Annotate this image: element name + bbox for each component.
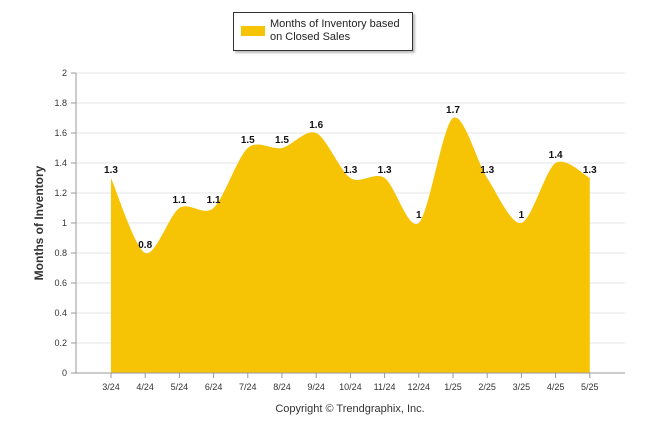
x-tick-label: 4/25: [547, 382, 565, 392]
x-tick-label: 10/24: [339, 382, 362, 392]
y-tick-label: 2: [62, 68, 67, 78]
legend-label-line-2: on Closed Sales: [270, 31, 351, 43]
data-label: 1: [416, 210, 422, 221]
x-tick-label: 6/24: [205, 382, 223, 392]
y-tick-label: 1.4: [54, 158, 67, 168]
y-tick-label: 0.8: [54, 248, 67, 258]
y-axis-ticks: 0 0.2 0.4 0.6 0.8 1 1.2 1.4 1.6 1.8 2: [54, 68, 77, 378]
y-tick-label: 1.6: [54, 128, 67, 138]
x-tick-label: 5/25: [581, 382, 599, 392]
y-tick-label: 0.4: [54, 308, 67, 318]
data-label: 1.4: [549, 150, 563, 161]
data-label: 1.1: [172, 195, 186, 206]
x-tick-label: 12/24: [408, 382, 431, 392]
x-tick-label: 3/25: [513, 382, 531, 392]
y-axis-title: Months of Inventory: [32, 165, 46, 280]
data-label: 1.5: [275, 135, 289, 146]
x-tick-label: 9/24: [307, 382, 325, 392]
area-series: [111, 117, 590, 373]
y-tick-label: 1.2: [54, 188, 67, 198]
data-label: 1.3: [583, 165, 597, 176]
y-tick-label: 0: [62, 368, 67, 378]
data-label: 1.3: [343, 165, 357, 176]
copyright-credit: Copyright © Trendgraphix, Inc.: [275, 403, 425, 415]
x-axis-ticks: 3/24 4/24 5/24 6/24 7/24 8/24 9/24 10/24 11/24 12…: [76, 372, 625, 392]
x-tick-label: 3/24: [102, 382, 120, 392]
data-label: 1.3: [378, 165, 392, 176]
legend: Months of Inventory based on Closed Sale…: [233, 12, 413, 51]
x-tick-label: 11/24: [374, 382, 396, 392]
x-tick-label: 1/25: [444, 382, 462, 392]
x-tick-label: 8/24: [273, 382, 291, 392]
legend-label-line-1: Months of Inventory based: [270, 18, 400, 30]
data-label: 1.5: [241, 135, 255, 146]
y-tick-label: 1.8: [54, 98, 67, 108]
data-labels: 1.3 0.8 1.1 1.1 1.5 1.5 1.6 1.3 1.3 1 1.7 1.3 1 1.4 1.…: [104, 105, 597, 251]
y-tick-label: 0.2: [54, 338, 67, 348]
data-label: 1.1: [207, 195, 221, 206]
y-tick-label: 1: [62, 218, 67, 228]
area-fill: [111, 117, 590, 373]
x-tick-label: 2/25: [478, 382, 496, 392]
legend-label: Months of Inventory based on Closed Sale…: [270, 18, 410, 44]
y-tick-label: 0.6: [54, 278, 67, 288]
x-tick-label: 5/24: [171, 382, 189, 392]
data-label: 1.7: [446, 105, 460, 116]
x-tick-label: 7/24: [239, 382, 257, 392]
x-tick-label: 4/24: [136, 382, 154, 392]
legend-swatch: [241, 26, 265, 36]
data-label: 1: [519, 210, 525, 221]
data-label: 0.8: [138, 240, 152, 251]
data-label: 1.6: [309, 120, 323, 131]
data-label: 1.3: [104, 165, 118, 176]
data-label: 1.3: [480, 165, 494, 176]
